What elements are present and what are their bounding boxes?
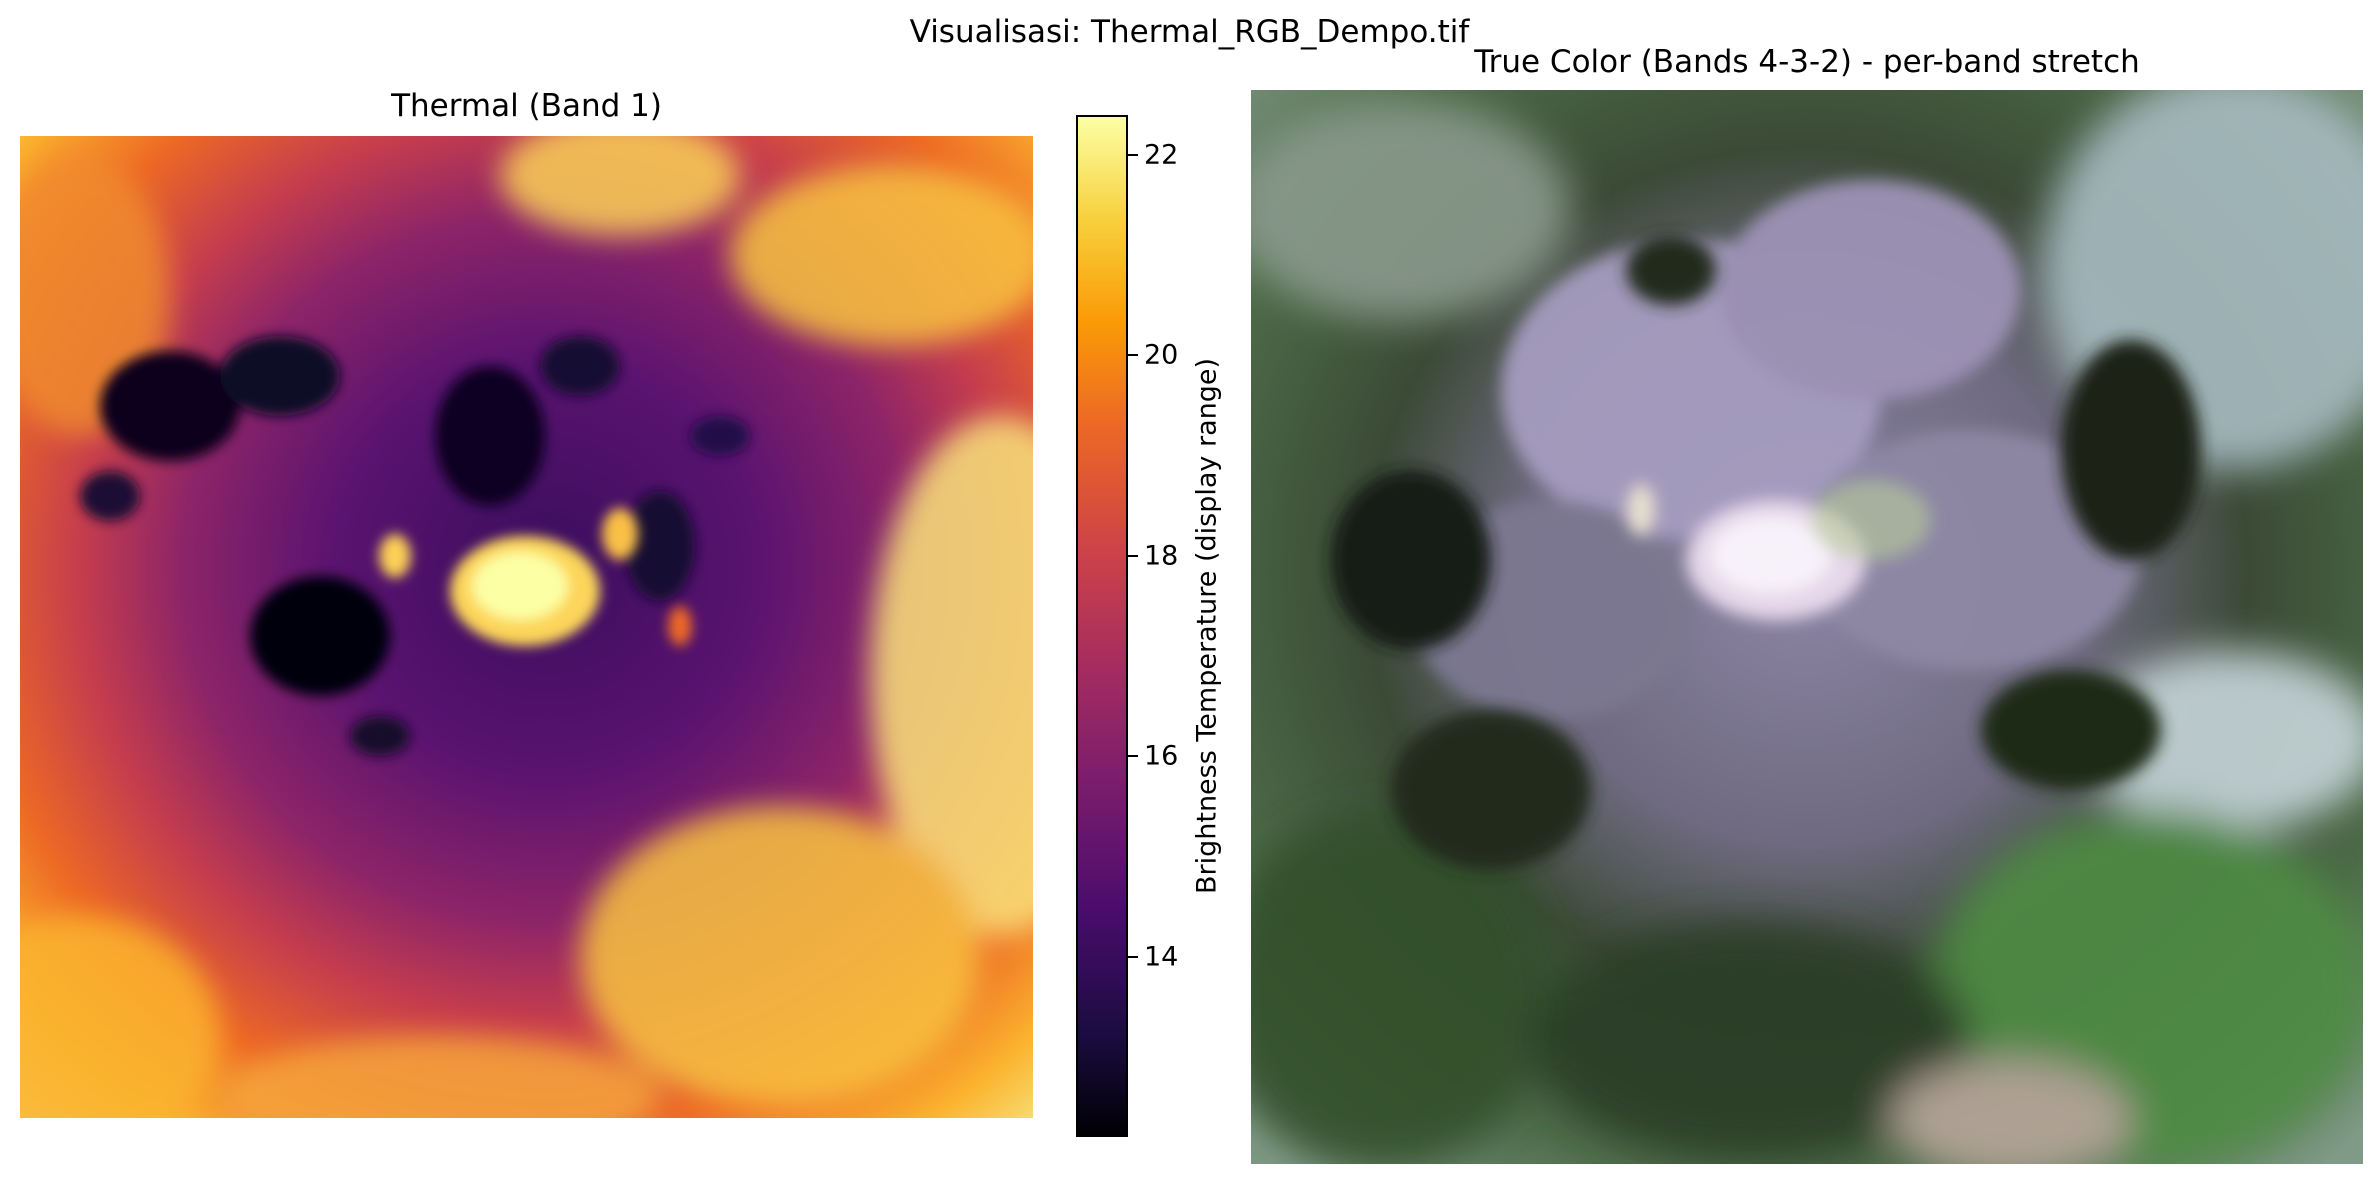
true-color-image — [1251, 90, 2363, 1164]
colorbar-tick-label: 22 — [1144, 139, 1179, 171]
colorbar-tick-label: 14 — [1144, 941, 1179, 973]
thermal-image — [20, 136, 1033, 1118]
rgb-panel-title: True Color (Bands 4-3-2) - per-band stre… — [1474, 44, 2140, 80]
figure-suptitle: Visualisasi: Thermal_RGB_Dempo.tif — [909, 14, 1470, 50]
colorbar-tick-label: 20 — [1144, 339, 1179, 371]
colorbar-tick — [1128, 154, 1138, 157]
colorbar-tick — [1128, 354, 1138, 357]
colorbar-label: Brightness Temperature (display range) — [1191, 357, 1223, 895]
thermal-panel-title: Thermal (Band 1) — [391, 88, 662, 124]
colorbar — [1076, 115, 1128, 1137]
colorbar-tick-label: 18 — [1144, 540, 1179, 572]
colorbar-tick — [1128, 955, 1138, 958]
colorbar-tick — [1128, 755, 1138, 758]
colorbar-tick — [1128, 554, 1138, 557]
colorbar-tick-label: 16 — [1144, 740, 1179, 772]
